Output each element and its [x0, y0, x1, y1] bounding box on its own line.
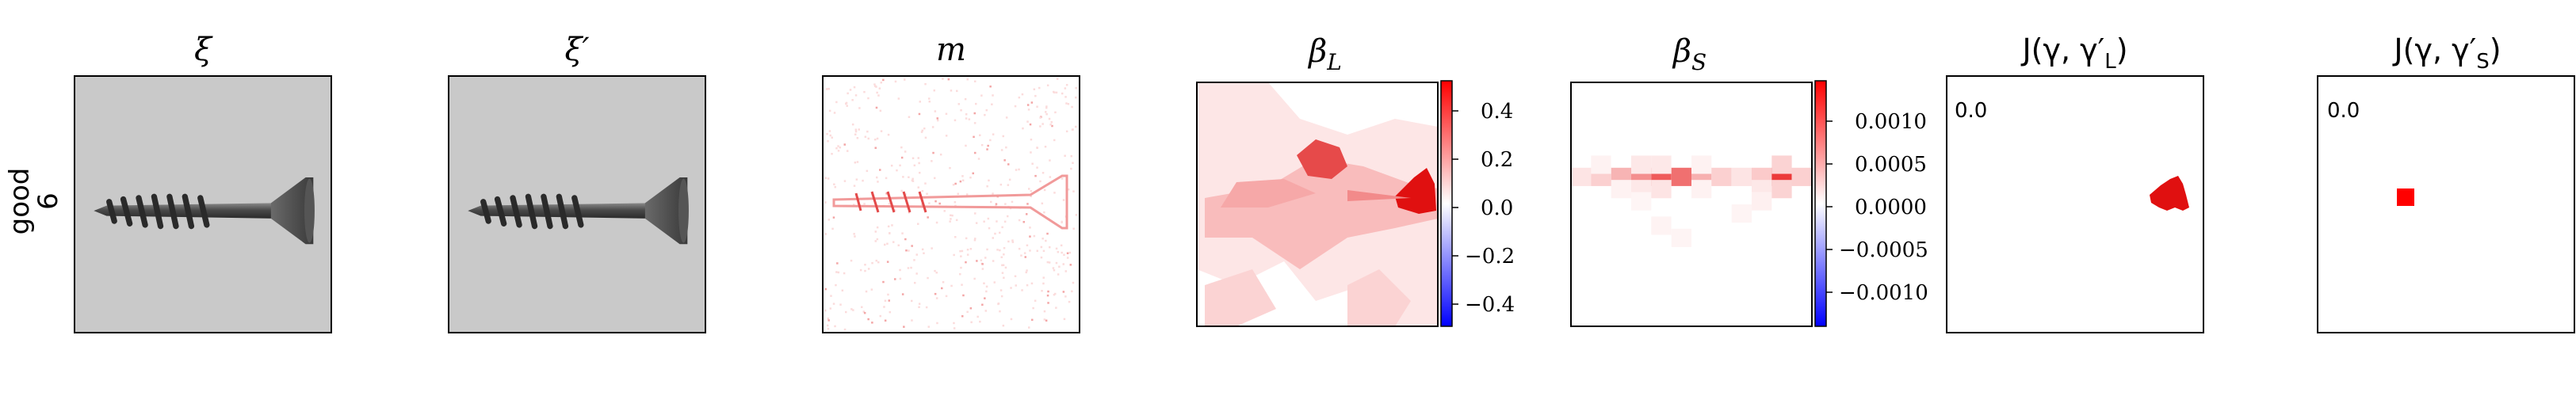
panel-title-beta-s: βS — [1672, 33, 1707, 75]
panel-j-s: J(γ, γ′S) 0.0 — [2317, 32, 2575, 333]
beta-s-patches — [1571, 155, 1812, 247]
inset-value-j-l: 0.0 — [1955, 99, 1987, 123]
colorbar-beta-s — [1814, 80, 1827, 327]
colorbar-beta-l-ticks: 0.4 0.2 0.0 −0.2 −0.4 — [1452, 100, 1515, 317]
j-l-region — [2150, 176, 2189, 211]
panel-xi-prime: ξ′ — [448, 32, 706, 333]
panel-title-beta-l: βL — [1307, 33, 1342, 75]
cbar-s-tick-0: 0.0010 — [1855, 110, 1927, 134]
j-s-region — [2397, 188, 2414, 206]
cbar-l-tick-3: −0.2 — [1465, 245, 1515, 268]
mask-screw-outline — [832, 174, 1068, 230]
panel-title-xi: ξ — [194, 32, 213, 68]
panel-beta-l: βL 0.4 0.2 0.0 −0.2 −0.4 — [1196, 33, 1515, 327]
panel-xi: ξ — [74, 32, 332, 333]
image-j-s — [2317, 75, 2575, 333]
panel-title-m: m — [936, 32, 966, 68]
row-label-line2: 6 — [32, 192, 64, 210]
cbar-l-tick-1: 0.2 — [1481, 148, 1513, 172]
panel-j-l: J(γ, γ′L) 0.0 — [1946, 32, 2204, 333]
cbar-s-tick-1: 0.0005 — [1855, 153, 1927, 177]
cbar-s-tick-4: −0.0010 — [1839, 281, 1928, 305]
panel-beta-s: βS 0.0010 0.0005 0.0000 −0.0005 −0.0010 — [1570, 33, 1928, 327]
colorbar-beta-s-ticks: 0.0010 0.0005 0.0000 −0.0005 −0.0010 — [1826, 110, 1928, 305]
image-beta-s — [1571, 82, 1812, 326]
panel-title-j-s: J(γ, γ′S) — [2392, 32, 2501, 74]
beta-l-segments — [1197, 82, 1438, 326]
panel-title-xi-prime: ξ′ — [564, 32, 589, 68]
cbar-s-tick-2: 0.0000 — [1855, 196, 1927, 219]
cbar-l-tick-2: 0.0 — [1481, 196, 1513, 220]
image-m — [822, 75, 1080, 333]
cbar-l-tick-4: −0.4 — [1465, 293, 1515, 317]
cbar-s-tick-3: −0.0005 — [1839, 238, 1928, 262]
inset-value-j-s: 0.0 — [2327, 99, 2360, 123]
panel-title-j-l: J(γ, γ′L) — [2020, 32, 2127, 74]
colorbar-beta-l — [1440, 80, 1453, 327]
panel-m: m — [822, 32, 1080, 333]
row-label-line1: good — [4, 168, 36, 235]
cbar-l-tick-0: 0.4 — [1481, 100, 1513, 124]
